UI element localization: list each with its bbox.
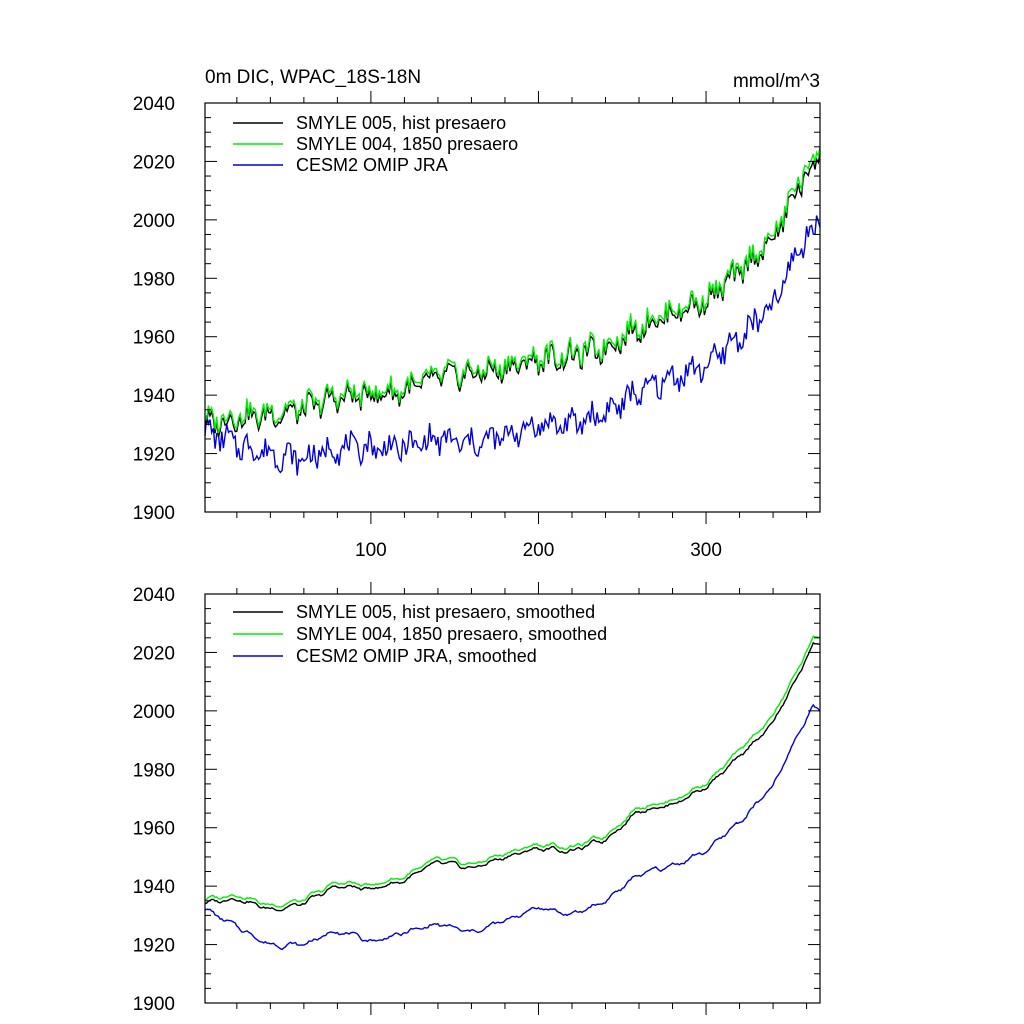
y-tick-label: 1900 bbox=[133, 503, 175, 524]
y-tick-label: 2000 bbox=[133, 211, 175, 232]
units-label: mmol/m^3 bbox=[733, 71, 820, 92]
x-tick-label: 300 bbox=[690, 540, 722, 561]
chart-title: 0m DIC, WPAC_18S-18N bbox=[205, 67, 421, 88]
bottom-tick-labels: 1900 1920 1940 1960 1980 2000 2020 2040 bbox=[133, 585, 175, 1015]
y-tick-label: 2000 bbox=[133, 702, 175, 723]
y-tick-label: 2040 bbox=[133, 585, 175, 606]
x-tick-label: 100 bbox=[355, 540, 387, 561]
top-ticks bbox=[205, 91, 820, 524]
y-tick-label: 1960 bbox=[133, 328, 175, 349]
bottom-legend: SMYLE 005, hist presaero, smoothedSMYLE … bbox=[233, 602, 607, 666]
y-tick-label: 1900 bbox=[133, 994, 175, 1015]
x-tick-label: 200 bbox=[523, 540, 555, 561]
legend-label: CESM2 OMIP JRA, smoothed bbox=[296, 646, 537, 666]
y-tick-label: 2020 bbox=[133, 643, 175, 664]
legend-label: SMYLE 005, hist presaero bbox=[296, 113, 506, 133]
y-tick-label: 1980 bbox=[133, 760, 175, 781]
y-tick-label: 1940 bbox=[133, 386, 175, 407]
top-panel: 0m DIC, WPAC_18S-18N mmol/m^3 1900192019… bbox=[133, 67, 821, 561]
y-tick-label: 2020 bbox=[133, 152, 175, 173]
y-tick-label: 1940 bbox=[133, 877, 175, 898]
bottom-panel: 1900 1920 1940 1960 1980 2000 2020 2040 SMYLE 0… bbox=[133, 582, 821, 1015]
top-tick-labels: 1900 1920 1940 1960 1980 2000 2020 2040 100 200 30… bbox=[133, 94, 722, 561]
y-tick-label: 1960 bbox=[133, 819, 175, 840]
top-series-layer bbox=[204, 146, 821, 476]
bottom-ticks bbox=[205, 582, 820, 1015]
series-line-blue bbox=[204, 215, 821, 476]
series-line-black bbox=[204, 641, 821, 912]
legend-label: SMYLE 005, hist presaero, smoothed bbox=[296, 602, 595, 622]
y-tick-label: 1920 bbox=[133, 936, 175, 957]
series-line-green bbox=[205, 146, 821, 434]
bottom-series-layer bbox=[204, 635, 821, 951]
y-tick-label: 2040 bbox=[133, 94, 175, 115]
series-line-black bbox=[205, 153, 821, 438]
series-line-blue bbox=[204, 703, 821, 951]
legend-label: SMYLE 004, 1850 presaero, smoothed bbox=[296, 624, 607, 644]
y-tick-label: 1920 bbox=[133, 445, 175, 466]
y-tick-label: 1980 bbox=[133, 269, 175, 290]
series-line-green bbox=[204, 635, 821, 908]
legend-label: CESM2 OMIP JRA bbox=[296, 155, 448, 175]
legend-label: SMYLE 004, 1850 presaero bbox=[296, 134, 518, 154]
